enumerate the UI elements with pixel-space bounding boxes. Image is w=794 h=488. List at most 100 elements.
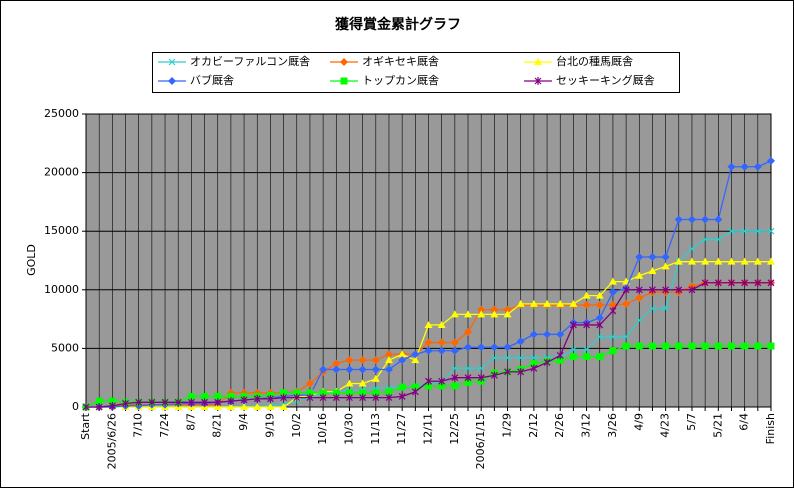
point [687,215,696,224]
point [701,278,709,287]
x-tick-label: 8/21 [211,413,224,438]
legend-label: オカビーファルコン厩舎 [190,55,310,68]
point [424,338,433,347]
point [411,383,419,391]
point [398,383,406,391]
point [293,393,301,402]
point [227,392,235,400]
point [701,342,709,350]
point [358,356,367,365]
point [595,313,604,322]
point [305,379,314,388]
point [583,346,591,353]
point [529,299,538,307]
point [530,364,538,373]
x-tick-label: 12/11 [422,413,435,445]
point [135,398,143,407]
point [728,278,735,287]
point [608,277,617,285]
point [753,162,762,171]
legend-marker [168,77,176,85]
point [346,393,353,402]
y-tick-label: 25000 [44,107,79,120]
legend [152,52,680,93]
point [569,353,577,361]
point [583,353,591,361]
point [556,299,565,307]
x-tick-label: 9/4 [237,413,250,431]
point [753,257,762,265]
point [635,316,643,324]
point [609,347,617,355]
point [424,346,433,355]
point [371,365,380,374]
point [359,393,367,402]
point [596,353,604,361]
point [727,162,736,171]
point [701,257,710,265]
point [556,351,564,360]
point [122,399,129,408]
point [530,354,538,362]
point [187,392,195,400]
x-tick-label: 8/7 [184,413,197,431]
point [674,215,683,224]
point [385,388,393,396]
point [384,365,393,374]
point [411,387,419,396]
point [450,346,459,355]
point [635,285,643,294]
legend-marker [534,77,542,85]
legend-label: オギキセキ厩舎 [362,55,439,68]
point [662,342,670,350]
point [608,288,617,297]
point [754,278,762,287]
x-tick-label: 12/25 [448,413,461,445]
y-tick-label: 5000 [51,341,79,354]
point [543,330,552,339]
point [516,337,525,346]
point [425,382,432,390]
point [517,354,525,362]
point [727,257,736,265]
point [503,305,512,314]
point [385,393,393,402]
point [583,320,591,329]
point [543,358,551,367]
point [464,310,473,318]
point [213,403,222,410]
legend-label: トップカン厩舎 [362,74,439,87]
point [687,257,696,265]
point [530,360,538,368]
point [450,338,459,347]
point [424,320,433,328]
point [411,356,420,364]
point [582,291,591,299]
point [635,252,644,261]
point [214,398,222,407]
point [306,389,314,397]
legend-marker [340,77,348,85]
y-tick-label: 20000 [44,166,79,179]
point [411,350,420,359]
x-tick-label: 6/4 [738,413,751,431]
point [490,354,498,362]
point [266,403,275,410]
point [569,320,577,329]
point [648,252,657,261]
point [754,227,762,235]
point [490,305,499,314]
x-tick-label: 2/12 [527,413,540,438]
legend-marker [534,58,542,65]
point [451,373,459,382]
point [398,392,406,401]
point [701,235,709,243]
legend-label: セッキーキング厩舎 [556,73,655,87]
point [556,356,564,364]
point [556,330,565,339]
point [609,333,617,341]
point [516,299,525,307]
point [358,365,367,374]
point [371,374,380,382]
